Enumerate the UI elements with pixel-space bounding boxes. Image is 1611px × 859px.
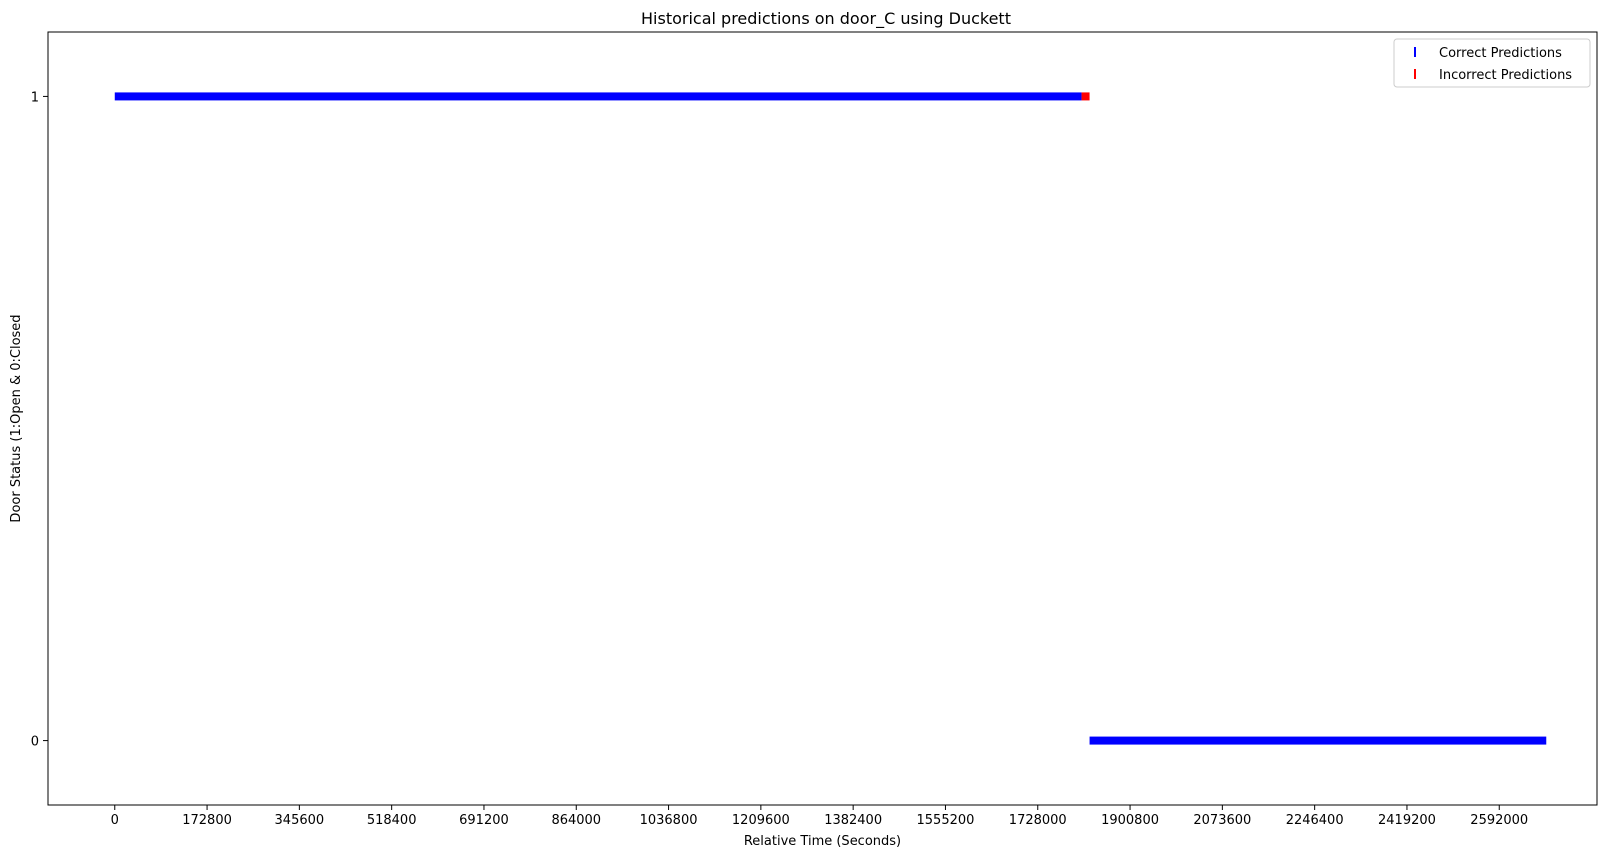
series-0-segment-0 <box>114 92 1082 101</box>
x-tick-label-8: 1382400 <box>824 813 882 828</box>
legend-label-1: Incorrect Predictions <box>1439 68 1572 83</box>
legend-label-0: Correct Predictions <box>1439 46 1562 61</box>
x-tick-label-1: 172800 <box>182 813 232 828</box>
y-tick-label-1: 1 <box>31 90 39 105</box>
x-axis: 0 172800 345600 518400 691200 864000 1036800 12… <box>111 805 1528 828</box>
y-axis-label: Door Status (1:Open & 0:Closed <box>9 314 24 522</box>
data-marks <box>114 92 1547 745</box>
y-tick-label-0: 0 <box>31 735 39 750</box>
y-axis: 01 <box>31 90 48 750</box>
series-1-segment-0 <box>1081 92 1090 101</box>
x-axis-label: Relative Time (Seconds) <box>744 834 901 849</box>
x-tick-label-6: 1036800 <box>640 813 698 828</box>
x-tick-label-11: 1900800 <box>1101 813 1159 828</box>
x-tick-label-14: 2419200 <box>1378 813 1436 828</box>
x-tick-label-5: 864000 <box>551 813 601 828</box>
series-0-segment-1 <box>1089 736 1547 745</box>
x-tick-label-4: 691200 <box>459 813 509 828</box>
x-tick-label-10: 1728000 <box>1009 813 1067 828</box>
x-tick-label-0: 0 <box>111 813 119 828</box>
x-tick-label-13: 2246400 <box>1286 813 1344 828</box>
x-tick-label-2: 345600 <box>275 813 325 828</box>
x-tick-label-9: 1555200 <box>917 813 975 828</box>
x-tick-label-12: 2073600 <box>1193 813 1251 828</box>
chart-title: Historical predictions on door_C using D… <box>641 9 1011 29</box>
legend-box <box>1393 38 1591 88</box>
x-tick-label-3: 518400 <box>367 813 417 828</box>
legend: Correct Predictions Incorrect Predictions <box>1393 38 1591 88</box>
plot-area-frame <box>47 31 1598 806</box>
x-tick-label-15: 2592000 <box>1470 813 1528 828</box>
x-tick-label-7: 1209600 <box>732 813 790 828</box>
